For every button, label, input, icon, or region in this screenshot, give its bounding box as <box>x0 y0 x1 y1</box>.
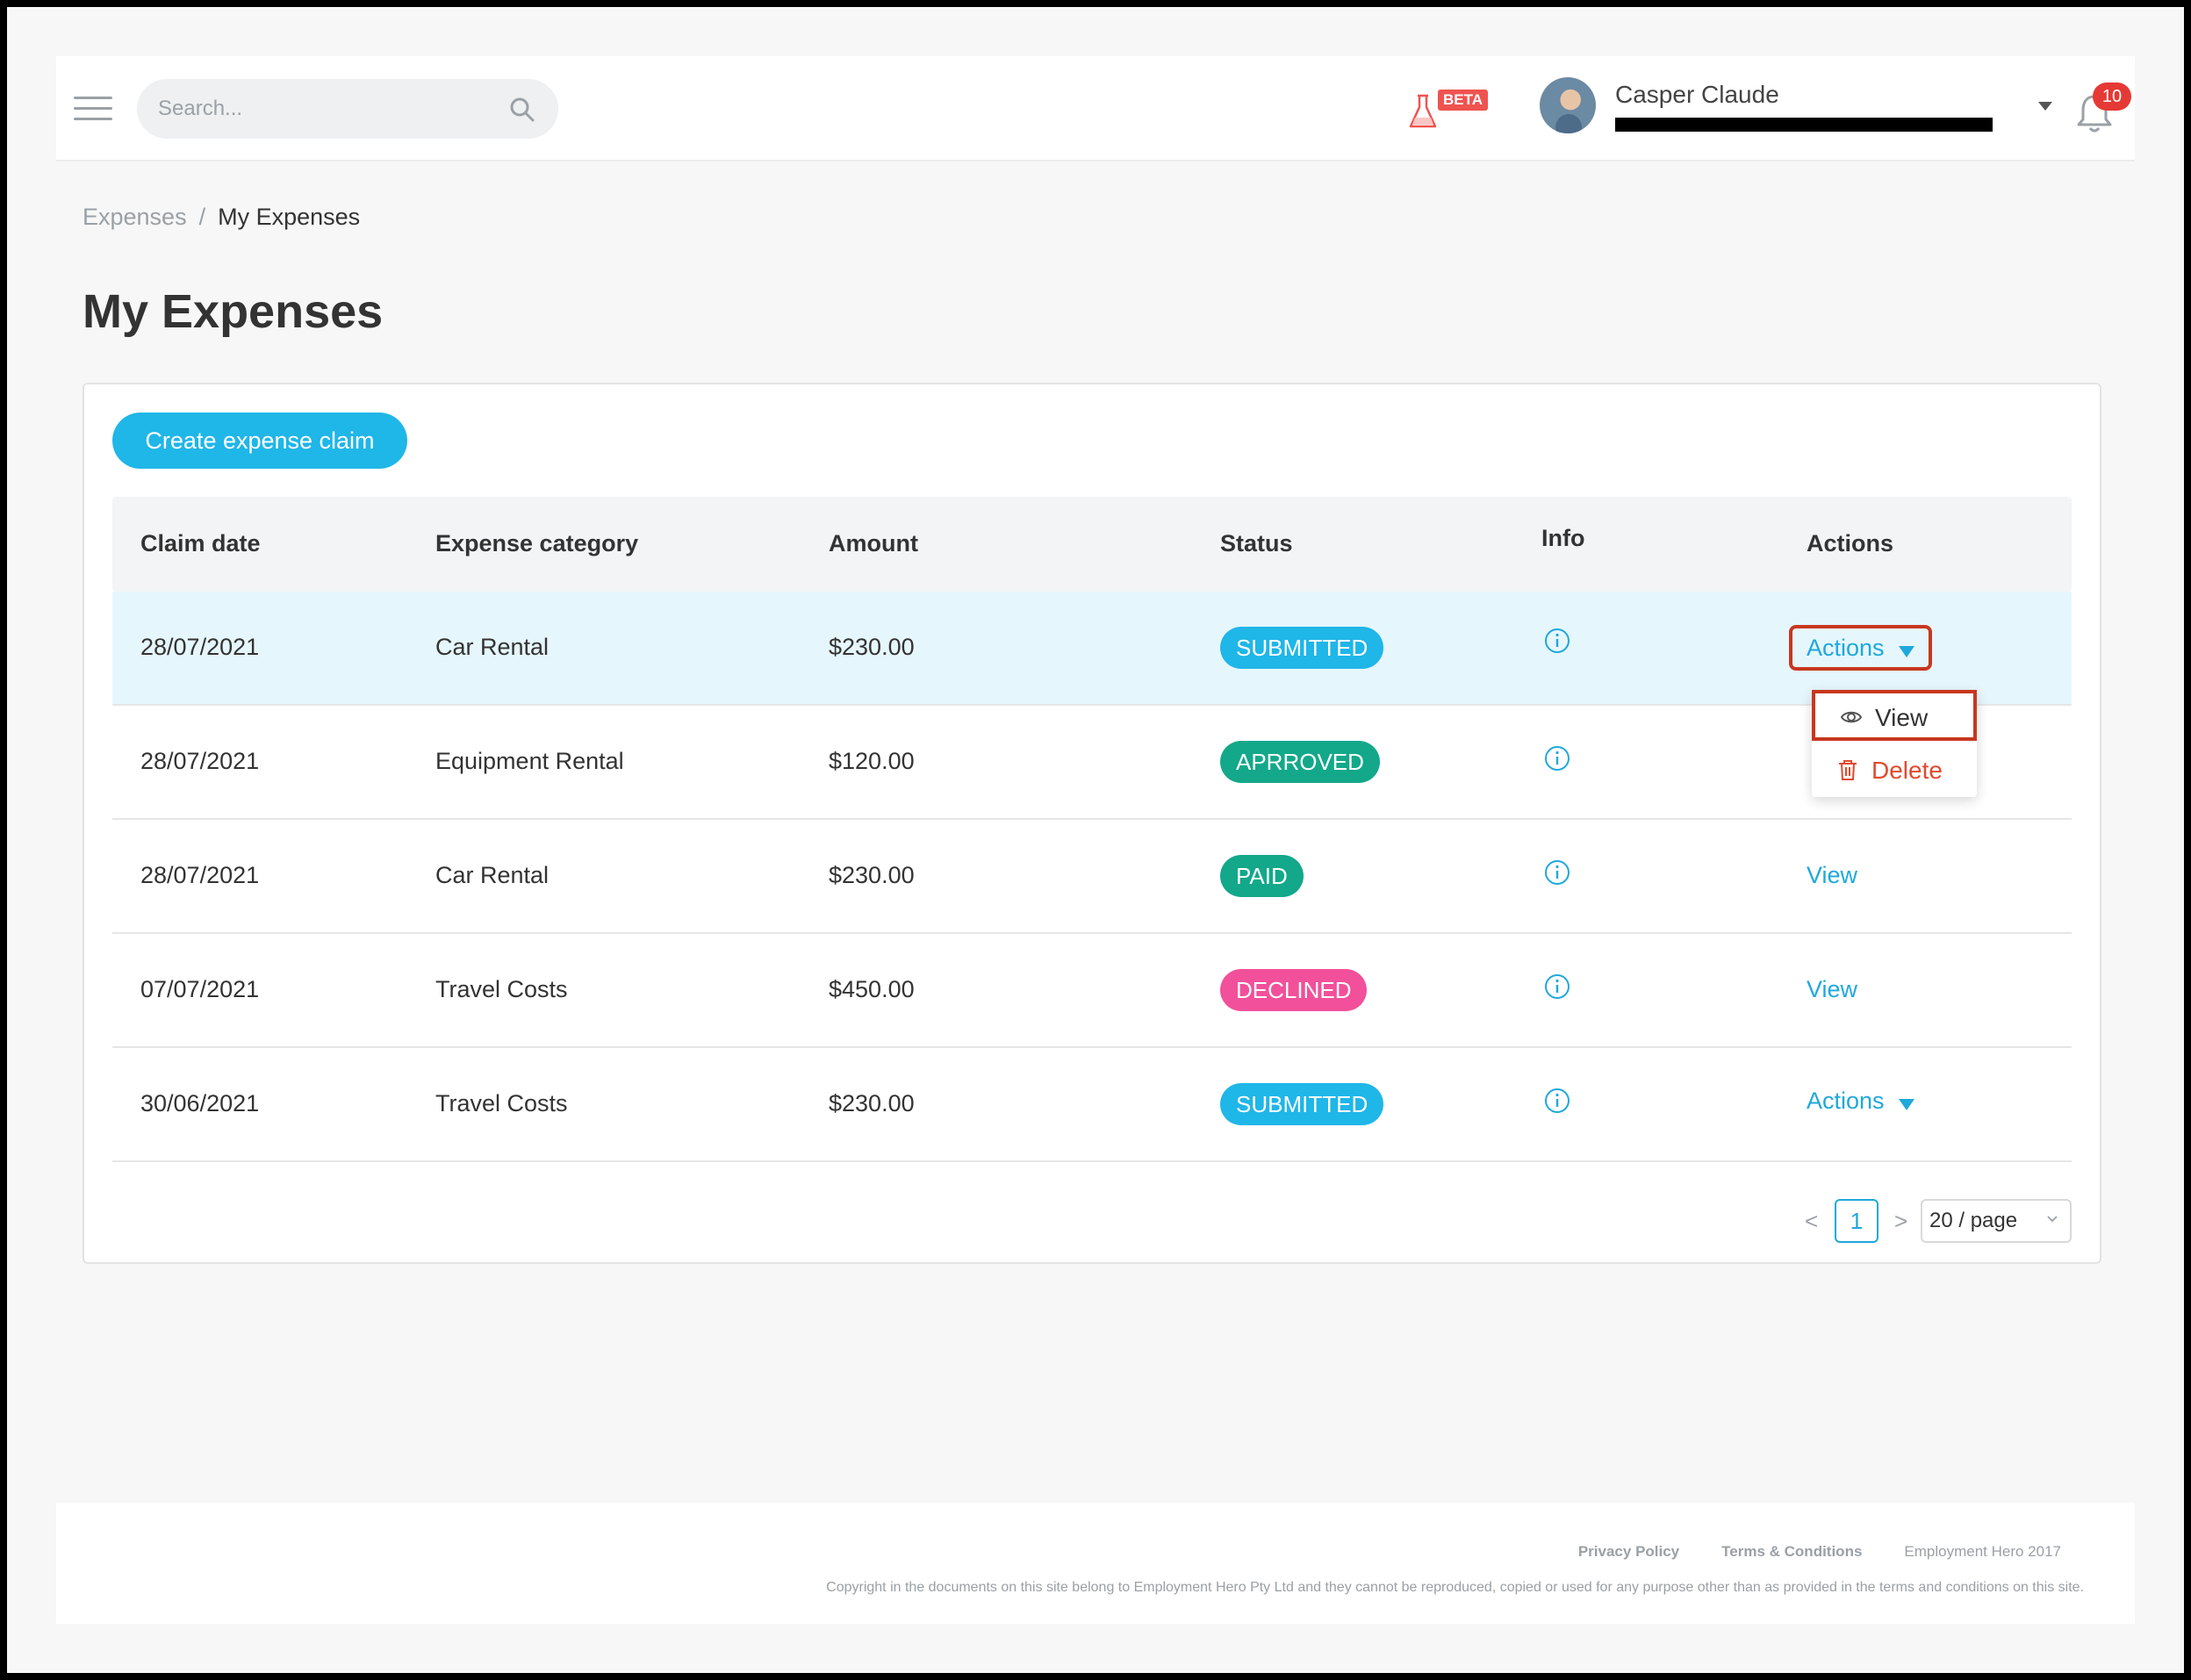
menu-icon[interactable] <box>74 95 112 121</box>
search-icon[interactable] <box>509 97 535 123</box>
claim-date: 28/07/2021 <box>140 862 260 888</box>
footer-links: Privacy Policy Terms & Conditions Employme… <box>1578 1543 2061 1561</box>
menu-item-view-label: View <box>1875 704 1929 731</box>
breadcrumb-separator: / <box>198 204 206 230</box>
beta-labs-button[interactable]: BETA <box>1408 88 1496 132</box>
notification-count-badge: 10 <box>2093 83 2131 111</box>
menu-item-view[interactable]: View <box>1812 690 1977 741</box>
column-amount: Amount <box>829 530 918 556</box>
table-row: 28/07/2021 Equipment Rental $120.00 APRR… <box>112 706 2072 820</box>
menu-item-delete-label: Delete <box>1871 757 1943 784</box>
column-expense-category: Expense category <box>435 530 639 556</box>
top-bar: BETA Casper Claude [redacted] 10 <box>56 56 2135 162</box>
page-size-value: 20 / page <box>1929 1209 2018 1232</box>
status-badge: SUBMITTED <box>1220 627 1384 669</box>
table-row: 30/06/2021 Travel Costs $230.00 SUBMITTE… <box>112 1048 2072 1162</box>
amount: $230.00 <box>829 634 915 660</box>
prev-page-button[interactable]: < <box>1805 1208 1819 1234</box>
expenses-card: Create expense claim Claim date Expense … <box>83 383 2101 1264</box>
page-size-select[interactable]: 20 / page <box>1921 1199 2072 1243</box>
trash-icon <box>1839 760 1857 780</box>
privacy-policy-link[interactable]: Privacy Policy <box>1577 1543 1680 1560</box>
column-info: Info <box>1541 525 1585 551</box>
expenses-table: Claim date Expense category Amount Statu… <box>112 497 2072 1162</box>
view-link[interactable]: View <box>1807 862 1858 888</box>
actions-label: Actions <box>1807 1088 1885 1114</box>
claim-date: 28/07/2021 <box>140 634 260 660</box>
breadcrumb-current: My Expenses <box>218 204 361 230</box>
page-number-current[interactable]: 1 <box>1835 1199 1879 1243</box>
search-box <box>137 79 558 139</box>
next-page-button[interactable]: > <box>1894 1208 1908 1234</box>
info-icon[interactable] <box>1543 973 1571 1001</box>
claim-date: 28/07/2021 <box>140 748 260 774</box>
info-icon[interactable] <box>1543 858 1571 887</box>
table-row: 07/07/2021 Travel Costs $450.00 DECLINED… <box>112 934 2072 1048</box>
status-badge: APRROVED <box>1220 741 1380 783</box>
notifications-button[interactable]: 10 <box>2068 83 2131 139</box>
column-claim-date: Claim date <box>140 530 261 556</box>
table-row: 28/07/2021 Car Rental $230.00 PAID View <box>112 820 2072 934</box>
pagination: < 1 > 20 / page <box>1805 1197 2072 1245</box>
avatar <box>1540 77 1596 133</box>
app-viewport: BETA Casper Claude [redacted] 10 Expense… <box>7 7 2184 1673</box>
amount: $230.00 <box>829 862 915 888</box>
expense-category: Equipment Rental <box>435 748 624 774</box>
actions-dropdown-menu: View Delete <box>1812 690 1977 797</box>
footer-copyright: Copyright in the documents on this site … <box>826 1580 2084 1595</box>
breadcrumb-expenses[interactable]: Expenses <box>83 204 187 230</box>
amount: $450.00 <box>829 976 915 1002</box>
column-status: Status <box>1220 530 1293 556</box>
beta-badge: BETA <box>1438 90 1489 111</box>
menu-item-delete[interactable]: Delete <box>1812 744 1977 795</box>
footer-company: Employment Hero 2017 <box>1904 1543 2061 1560</box>
chevron-down-icon <box>2047 1216 2058 1223</box>
status-badge: DECLINED <box>1220 969 1368 1011</box>
claim-date: 07/07/2021 <box>140 976 260 1002</box>
column-actions: Actions <box>1807 530 1894 556</box>
eye-icon <box>1840 711 1863 723</box>
user-menu[interactable]: Casper Claude [redacted] <box>1540 77 2084 142</box>
expense-category: Travel Costs <box>435 1090 568 1116</box>
table-header: Claim date Expense category Amount Statu… <box>112 497 2072 592</box>
chevron-down-icon[interactable] <box>2038 102 2052 111</box>
search-input[interactable] <box>158 79 492 139</box>
expense-category: Car Rental <box>435 862 550 888</box>
actions-dropdown[interactable]: Actions <box>1807 1081 1914 1127</box>
create-expense-claim-button[interactable]: Create expense claim <box>112 413 407 469</box>
flask-icon <box>1409 94 1437 128</box>
view-link[interactable]: View <box>1807 976 1858 1002</box>
amount: $230.00 <box>829 1090 915 1116</box>
breadcrumb: Expenses / My Expenses <box>83 204 360 231</box>
footer: Privacy Policy Terms & Conditions Employme… <box>56 1503 2135 1624</box>
info-icon[interactable] <box>1543 744 1571 772</box>
user-email-redacted: [redacted] <box>1615 118 1993 132</box>
expense-category: Travel Costs <box>435 976 568 1002</box>
actions-dropdown[interactable]: Actions <box>1789 625 1932 671</box>
amount: $120.00 <box>829 748 915 774</box>
page-title: My Expenses <box>83 285 384 338</box>
caret-down-icon <box>1898 646 1914 658</box>
table-row: 28/07/2021 Car Rental $230.00 SUBMITTED … <box>112 592 2072 706</box>
status-badge: SUBMITTED <box>1220 1083 1384 1125</box>
user-name: Casper Claude <box>1615 81 1779 108</box>
expense-category: Car Rental <box>435 634 550 660</box>
info-icon[interactable] <box>1543 1087 1571 1115</box>
terms-link[interactable]: Terms & Conditions <box>1721 1543 1863 1560</box>
status-badge: PAID <box>1220 855 1304 897</box>
caret-down-icon <box>1898 1099 1914 1111</box>
info-icon[interactable] <box>1543 627 1571 655</box>
claim-date: 30/06/2021 <box>140 1090 260 1116</box>
actions-label: Actions <box>1807 635 1885 661</box>
